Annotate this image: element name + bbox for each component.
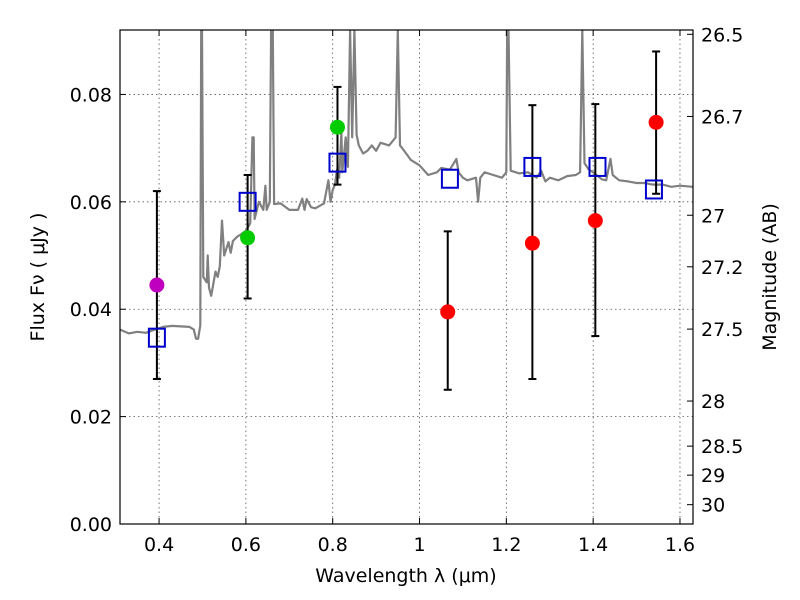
x-tick-label: 0.8 (318, 534, 348, 556)
right-tick-label: 26.5 (701, 24, 743, 46)
y-tick-label: 0.04 (70, 299, 112, 321)
spectrum-line (120, 30, 693, 340)
y-tick-label: 0.06 (70, 192, 112, 214)
observed-points (149, 114, 664, 320)
model-square (440, 168, 459, 189)
model-square (588, 156, 607, 177)
model-photometry-points (147, 152, 663, 348)
observed-dot (587, 213, 603, 229)
x-axis-ticks: 0.4 0.6 0.8 1 1.2 1.4 1.6 (144, 30, 695, 556)
right-tick-label: 30 (701, 495, 725, 517)
observed-dot (648, 114, 664, 130)
right-tick-label: 27.5 (701, 319, 743, 341)
right-tick-label: 27 (701, 205, 725, 227)
x-tick-label: 0.4 (144, 534, 174, 556)
x-tick-label: 0.6 (231, 534, 261, 556)
model-spectrum (120, 30, 693, 340)
x-tick-label: 1.4 (578, 534, 608, 556)
observed-dot (329, 119, 345, 135)
observed-dot (149, 277, 165, 293)
observed-dot (524, 235, 540, 251)
x-tick-label: 1.2 (491, 534, 521, 556)
model-square (644, 179, 663, 200)
right-tick-label: 28.5 (701, 436, 743, 458)
model-square (328, 152, 347, 173)
right-axis-ticks: 26.5 26.7 27 27.2 27.5 28 28.5 29 30 (687, 24, 743, 517)
x-tick-label: 1.6 (665, 534, 695, 556)
x-tick-label: 1 (413, 534, 425, 556)
model-square (147, 327, 166, 348)
observed-dot (240, 230, 256, 246)
y-tick-label: 0.08 (70, 84, 112, 106)
model-square (523, 156, 542, 177)
right-tick-label: 28 (701, 391, 725, 413)
right-tick-label: 27.2 (701, 257, 743, 279)
y-tick-label: 0.00 (70, 514, 112, 536)
x-axis-title: Wavelength λ (μm) (315, 565, 496, 587)
y-axis-title: Flux Fν ( μJy ) (27, 213, 49, 342)
right-tick-label: 29 (701, 465, 725, 487)
right-tick-label: 26.7 (701, 106, 743, 128)
observed-dot (440, 304, 456, 320)
y-axis-ticks: 0.00 0.02 0.04 0.06 0.08 (70, 84, 126, 536)
right-axis-title: Magnitude (AB) (759, 203, 781, 351)
plot-frame (119, 29, 694, 525)
model-square (238, 191, 257, 212)
y-tick-label: 0.02 (70, 407, 112, 429)
